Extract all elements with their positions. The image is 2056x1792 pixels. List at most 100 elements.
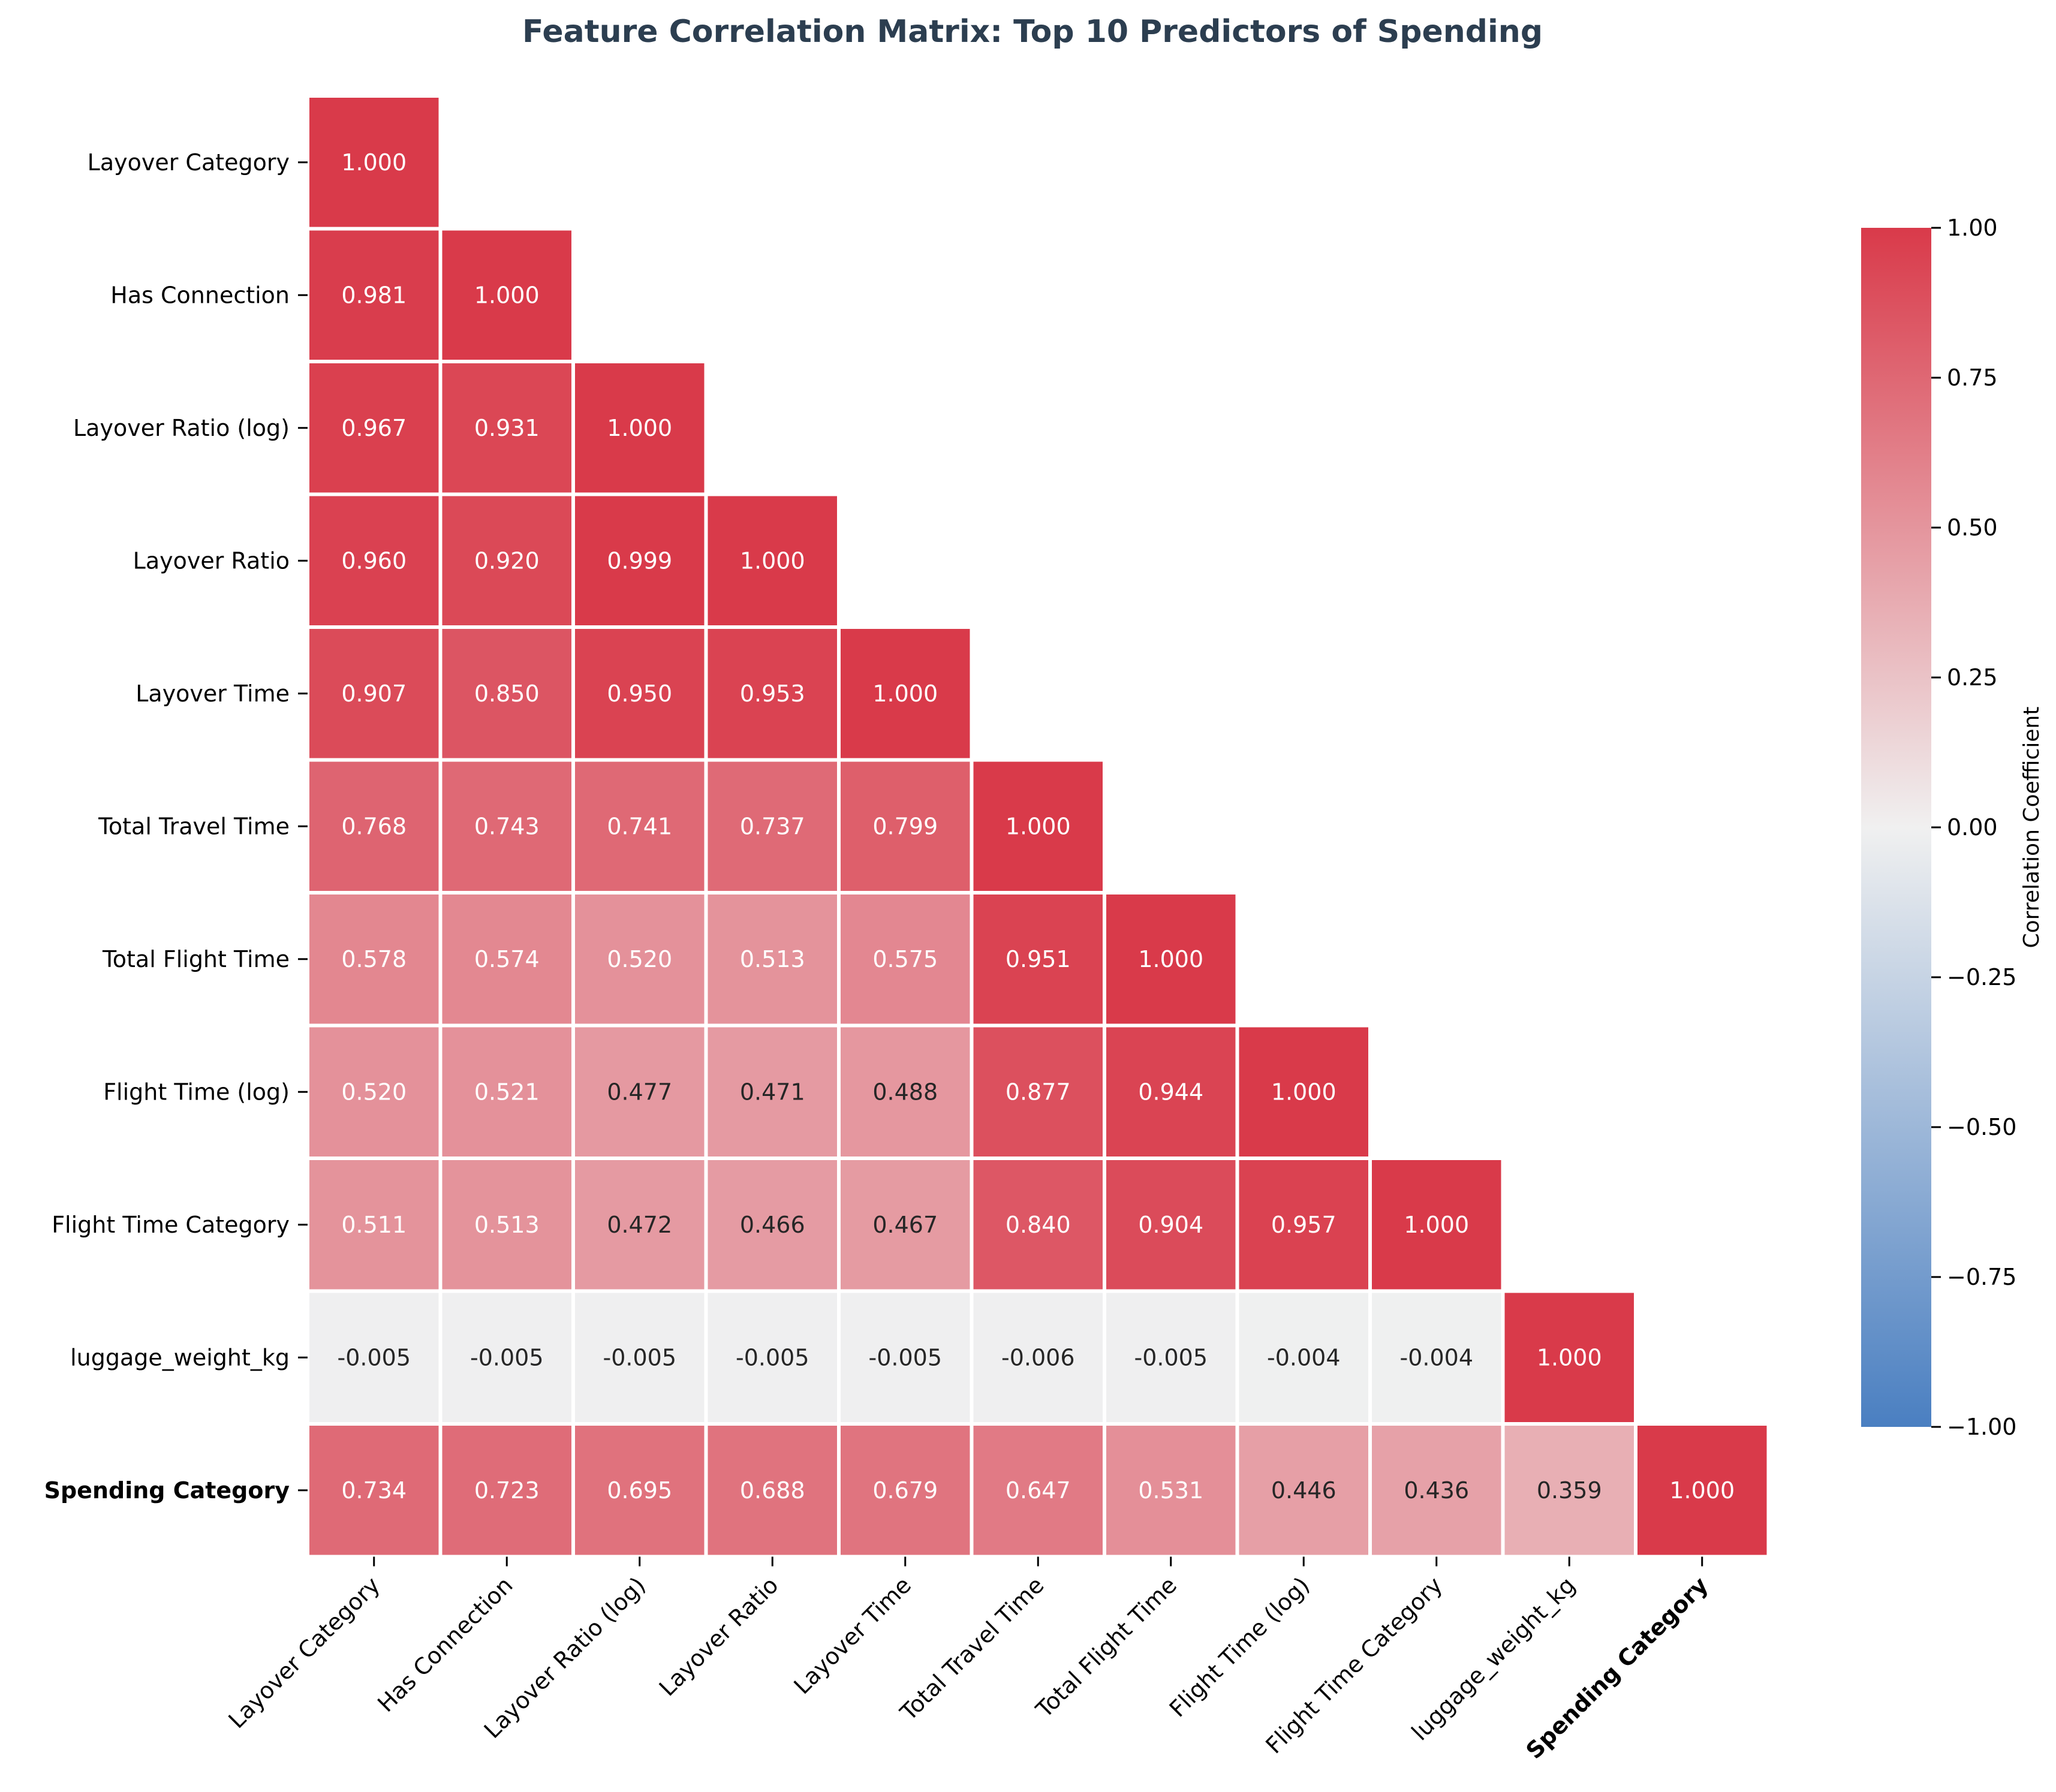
row-label: Spending Category (44, 1477, 290, 1504)
cell-value-label: 1.000 (1537, 1344, 1602, 1371)
heatmap-cell (708, 1027, 837, 1156)
cell-value-label: 1.000 (1669, 1477, 1735, 1504)
cell-value-label: -0.004 (1400, 1344, 1474, 1371)
heatmap-cell (442, 496, 571, 625)
column-label: Has Connection (372, 1572, 517, 1717)
heatmap-cell (442, 895, 571, 1024)
heatmap-cell (1372, 1426, 1501, 1555)
cell-value-label: 0.521 (474, 1079, 540, 1105)
heatmap-cell (1504, 1293, 1634, 1422)
heatmap-cell (708, 1160, 837, 1290)
cell-value-label: 0.513 (474, 1212, 540, 1238)
cell-value-label: 0.951 (1006, 946, 1071, 972)
cell-value-label: 0.647 (1006, 1477, 1071, 1504)
cell-value-label: 0.840 (1006, 1212, 1071, 1238)
heatmap-cell (442, 1160, 571, 1290)
heatmap-cell (841, 1160, 970, 1290)
heatmap-cell (575, 895, 705, 1024)
heatmap-cell (442, 629, 571, 758)
colorbar-ticks: 1.00 0.75 0.50 0.25 0.00 −0.25 −0.50 −0.75 −1.00 (1931, 215, 2016, 1440)
colorbar-tick-label: −0.25 (1947, 964, 2016, 990)
cell-value-label: 0.931 (474, 415, 540, 441)
cell-value-label: 0.920 (474, 547, 540, 574)
cell-value-label: 1.000 (1006, 813, 1071, 839)
row-label: Total Flight Time (102, 946, 290, 972)
heatmap-cell (575, 1160, 705, 1290)
cell-value-label: 0.359 (1537, 1477, 1602, 1504)
cell-value-label: -0.006 (1001, 1344, 1075, 1371)
heatmap-cell (841, 761, 970, 891)
row-label: luggage_weight_kg (70, 1344, 290, 1371)
cell-value-label: 0.513 (740, 946, 805, 972)
cell-value-label: 0.511 (341, 1212, 407, 1238)
cell-value-label: 0.960 (341, 547, 407, 574)
cell-value-label: 1.000 (474, 282, 540, 308)
cell-value-label: 0.768 (341, 813, 407, 839)
heatmap-cell (309, 1027, 439, 1156)
cell-value-label: 1.000 (872, 680, 938, 707)
column-label: Layover Ratio (654, 1572, 784, 1701)
cell-value-label: 0.907 (341, 680, 407, 707)
heatmap-cell (1106, 1027, 1236, 1156)
cell-value-label: 0.574 (474, 946, 540, 972)
colorbar-tick-label: −0.75 (1947, 1264, 2016, 1290)
cell-value-label: 1.000 (1404, 1212, 1469, 1238)
heatmap-cell (708, 496, 837, 625)
row-label: Layover Ratio (133, 547, 290, 574)
cell-value-label: 0.520 (341, 1079, 407, 1105)
colorbar-gradient (1861, 228, 1931, 1427)
cell-value-label: 0.741 (607, 813, 672, 839)
heatmap-cell (973, 1293, 1103, 1422)
heatmap-cell (973, 761, 1103, 891)
heatmap-cell (1106, 895, 1236, 1024)
cell-value-label: 0.850 (474, 680, 540, 707)
heatmap-cell (841, 1426, 970, 1555)
column-label: Layover Category (223, 1572, 385, 1734)
heatmap-cell (841, 629, 970, 758)
cell-value-label: 0.877 (1006, 1079, 1071, 1105)
heatmap-cell (575, 1293, 705, 1422)
cell-value-label: 0.957 (1271, 1212, 1336, 1238)
row-label: Layover Ratio (log) (73, 415, 290, 441)
cell-value-label: 0.944 (1138, 1079, 1203, 1105)
heatmap-cell (575, 761, 705, 891)
heatmap-cell (841, 1027, 970, 1156)
colorbar-tick-label: 0.75 (1947, 365, 1998, 391)
heatmap-cell (1239, 1293, 1368, 1422)
cell-value-label: 1.000 (607, 415, 672, 441)
cell-value-label: 1.000 (740, 547, 805, 574)
cell-value-label: 0.981 (341, 282, 407, 308)
cell-value-label: -0.005 (736, 1344, 809, 1371)
colorbar-tick-label: 0.00 (1947, 814, 1998, 841)
heatmap-cell (575, 1426, 705, 1555)
cell-value-label: -0.005 (1134, 1344, 1208, 1371)
cell-value-label: 0.799 (872, 813, 938, 839)
row-label: Has Connection (110, 282, 290, 308)
cell-value-label: 0.953 (740, 680, 805, 707)
heatmap-cell (309, 629, 439, 758)
heatmap-cell (575, 363, 705, 493)
heatmap-cell (1106, 1160, 1236, 1290)
cell-value-label: -0.004 (1267, 1344, 1341, 1371)
cell-value-label: 0.575 (872, 946, 938, 972)
chart-title: Feature Correlation Matrix: Top 10 Predi… (522, 14, 1543, 50)
heatmap-cell (1239, 1160, 1368, 1290)
cell-value-label: 0.472 (607, 1212, 672, 1238)
colorbar-tick-label: 0.50 (1947, 514, 1998, 541)
heatmap-cell (575, 629, 705, 758)
cell-value-label: 0.967 (341, 415, 407, 441)
heatmap-cell (309, 1293, 439, 1422)
cell-value-label: 0.723 (474, 1477, 540, 1504)
heatmap-cell (973, 1027, 1103, 1156)
cell-value-label: 1.000 (1138, 946, 1203, 972)
cell-value-label: -0.005 (338, 1344, 411, 1371)
heatmap-cell (1372, 1293, 1501, 1422)
colorbar-label: Correlation Coefficient (2019, 707, 2044, 948)
cell-value-label: 1.000 (341, 149, 407, 176)
cell-value-label: 0.734 (341, 1477, 407, 1504)
heatmap-cell (309, 761, 439, 891)
heatmap-cell (309, 1426, 439, 1555)
cell-value-label: 0.904 (1138, 1212, 1203, 1238)
